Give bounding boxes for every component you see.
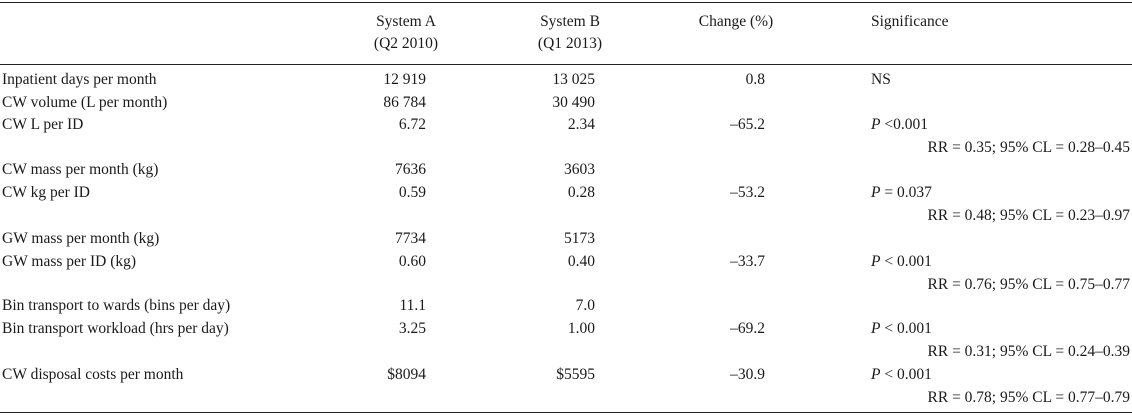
cell-system-a: 0.60 [398, 253, 426, 270]
cell-system-a: 6.72 [398, 116, 426, 133]
cell-significance: P < 0.001 [871, 253, 932, 270]
cell-change: –65.2 [730, 116, 765, 133]
cell-change: –30.9 [730, 366, 765, 383]
cell-change: –53.2 [730, 184, 765, 201]
row-label: CW mass per month (kg) [2, 161, 159, 178]
cell-significance: P <0.001 [871, 116, 928, 133]
row-label: Inpatient days per month [2, 71, 157, 88]
cell-system-b: 2.34 [567, 116, 595, 133]
cell-change: 0.8 [745, 71, 765, 88]
cell-system-a: 0.59 [398, 184, 426, 201]
cell-system-b: 13 025 [552, 71, 595, 88]
row-label: GW mass per month (kg) [2, 230, 160, 247]
cell-risk-ratio: RR = 0.76; 95% CL = 0.75–0.77 [927, 276, 1130, 293]
header-change: Change (%) [698, 13, 774, 30]
cell-significance: NS [871, 71, 891, 88]
cell-system-a: 3.25 [398, 320, 426, 337]
cell-system-b: 30 490 [552, 94, 595, 111]
row-label: Bin transport workload (hrs per day) [2, 320, 229, 337]
cell-system-b: 0.28 [567, 184, 595, 201]
cell-system-b: $5595 [556, 366, 595, 383]
cell-system-a: 7734 [395, 230, 426, 247]
cell-risk-ratio: RR = 0.48; 95% CL = 0.23–0.97 [927, 207, 1130, 224]
cell-system-a: $8094 [387, 366, 426, 383]
cell-risk-ratio: RR = 0.78; 95% CL = 0.77–0.79 [927, 389, 1130, 406]
cell-risk-ratio: RR = 0.35; 95% CL = 0.28–0.45 [927, 139, 1130, 156]
cell-significance: P = 0.037 [871, 184, 932, 201]
header-rule [0, 64, 1132, 65]
cell-significance: P < 0.001 [871, 366, 932, 383]
table-bottom-rule [0, 412, 1132, 413]
cell-system-b: 0.40 [567, 253, 595, 270]
cell-system-a: 12 919 [383, 71, 426, 88]
cell-significance: P < 0.001 [871, 320, 932, 337]
header-significance: Significance [871, 13, 949, 30]
row-label: CW kg per ID [2, 184, 90, 201]
cell-system-a: 11.1 [399, 297, 426, 314]
table-top-rule [0, 2, 1132, 3]
header-system-b-period: (Q1 2013) [537, 35, 603, 52]
row-label: Bin transport to wards (bins per day) [2, 297, 231, 314]
row-label: GW mass per ID (kg) [2, 253, 137, 270]
header-system-a-period: (Q2 2010) [373, 35, 439, 52]
header-system-b: System B [540, 13, 600, 30]
cell-change: –69.2 [730, 320, 765, 337]
cell-system-b: 5173 [564, 230, 595, 247]
cell-system-a: 86 784 [383, 94, 426, 111]
header-system-a: System A [376, 13, 436, 30]
cell-system-a: 7636 [395, 161, 426, 178]
cell-change: –33.7 [730, 253, 765, 270]
cell-system-b: 7.0 [575, 297, 595, 314]
cell-system-b: 3603 [564, 161, 595, 178]
row-label: CW volume (L per month) [2, 94, 168, 111]
cell-risk-ratio: RR = 0.31; 95% CL = 0.24–0.39 [927, 343, 1130, 360]
cell-system-b: 1.00 [567, 320, 595, 337]
row-label: CW disposal costs per month [2, 366, 184, 383]
row-label: CW L per ID [2, 116, 84, 133]
